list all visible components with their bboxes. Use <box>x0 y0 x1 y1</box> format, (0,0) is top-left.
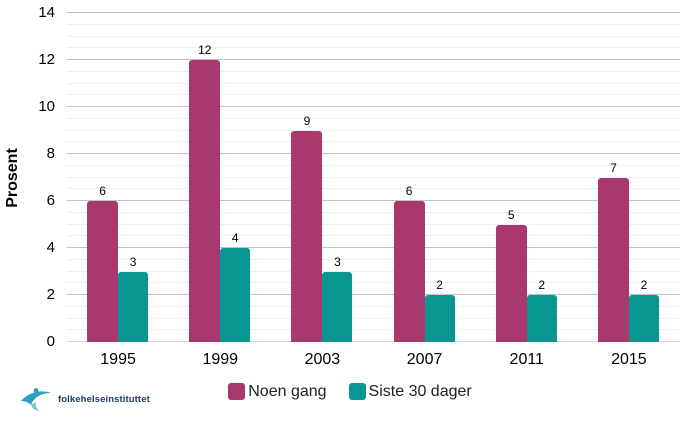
x-tick-label: 2011 <box>509 351 544 368</box>
minor-gridline <box>67 117 680 119</box>
bar-noen-gang-2003 <box>291 130 323 342</box>
x-tick-label: 1999 <box>202 351 239 368</box>
minor-gridline <box>67 211 680 213</box>
major-gridline <box>67 153 680 154</box>
x-axis-line <box>67 341 680 342</box>
logo: folkehelseinstituttet <box>20 386 150 412</box>
minor-gridline <box>67 270 680 272</box>
minor-gridline <box>67 35 680 37</box>
bar-value-label: 4 <box>231 231 239 245</box>
x-axis: 1995 1999 2003 2007 2011 2015 <box>67 350 680 370</box>
legend-swatch <box>348 383 366 400</box>
y-axis: 0 2 4 6 8 10 12 14 <box>0 4 55 350</box>
major-gridline <box>67 294 680 295</box>
minor-gridline <box>67 176 680 178</box>
major-gridline <box>67 59 680 60</box>
bar-siste-30-dager-2003 <box>322 271 353 342</box>
bar-value-label: 9 <box>303 113 311 128</box>
bar-value-label: 2 <box>640 278 648 292</box>
bar-value-label: 2 <box>436 278 443 292</box>
minor-gridline <box>67 129 680 131</box>
legend-item-noen-gang: Noen gang <box>228 382 327 401</box>
legend: Noen gang Siste 30 dager <box>0 382 700 401</box>
bar-noen-gang-2007 <box>393 201 425 342</box>
x-tick-label: 2003 <box>304 351 341 368</box>
y-tick-label: 6 <box>46 192 55 209</box>
minor-gridline <box>67 305 680 307</box>
major-gridline <box>67 247 680 248</box>
minor-gridline <box>67 47 680 49</box>
bar-noen-gang-1995 <box>87 201 119 342</box>
bar-value-label: 2 <box>538 278 546 292</box>
x-tick-label: 2007 <box>406 351 443 368</box>
minor-gridline <box>67 23 680 25</box>
y-tick-label: 12 <box>38 51 55 68</box>
legend-label: Noen gang <box>248 383 327 400</box>
minor-gridline <box>67 223 680 225</box>
minor-gridline <box>67 82 680 84</box>
bar-value-label: 6 <box>405 184 413 198</box>
major-gridline <box>67 12 680 13</box>
legend-item-siste-30-dager: Siste 30 dager <box>348 382 472 401</box>
y-tick-label: 8 <box>46 145 55 162</box>
x-tick-label: 1995 <box>100 351 136 368</box>
bar-noen-gang-2015 <box>597 177 629 342</box>
bar-value-label: 5 <box>507 207 515 222</box>
bar-value-label: 7 <box>610 160 617 175</box>
logo-text: folkehelseinstituttet <box>58 393 150 405</box>
minor-gridline <box>67 70 680 72</box>
minor-gridline <box>67 164 680 166</box>
major-gridline <box>67 106 680 107</box>
major-gridline <box>67 200 680 201</box>
bar-value-label: 3 <box>129 254 137 269</box>
bar-value-label: 6 <box>99 184 106 198</box>
bar-noen-gang-1999 <box>189 60 221 342</box>
bar-siste-30-dager-1999 <box>220 248 251 342</box>
minor-gridline <box>67 141 680 143</box>
fhi-swoosh-icon <box>21 388 51 411</box>
minor-gridline <box>67 258 680 260</box>
y-tick-label: 2 <box>46 286 55 303</box>
bar-siste-30-dager-2007 <box>424 295 455 342</box>
legend-label: Siste 30 dager <box>368 383 472 400</box>
bar-siste-30-dager-1995 <box>118 271 149 342</box>
minor-gridline <box>67 94 680 96</box>
y-tick-label: 14 <box>38 4 55 21</box>
y-tick-label: 10 <box>38 98 55 115</box>
y-tick-label: 4 <box>46 239 55 256</box>
y-tick-label: 0 <box>46 333 55 350</box>
legend-swatch <box>228 383 246 400</box>
bar-value-label: 12 <box>198 43 212 57</box>
minor-gridline <box>67 235 680 237</box>
minor-gridline <box>67 329 680 331</box>
minor-gridline <box>67 188 680 190</box>
bar-siste-30-dager-2015 <box>628 295 659 342</box>
bar-noen-gang-2011 <box>495 224 527 342</box>
x-tick-label: 2015 <box>611 351 647 368</box>
plot-area: 6 3 12 4 9 3 6 2 5 2 7 2 <box>67 12 680 342</box>
minor-gridline <box>67 317 680 319</box>
bar-value-label: 3 <box>334 254 341 269</box>
minor-gridline <box>67 282 680 284</box>
bar-siste-30-dager-2011 <box>526 295 557 342</box>
